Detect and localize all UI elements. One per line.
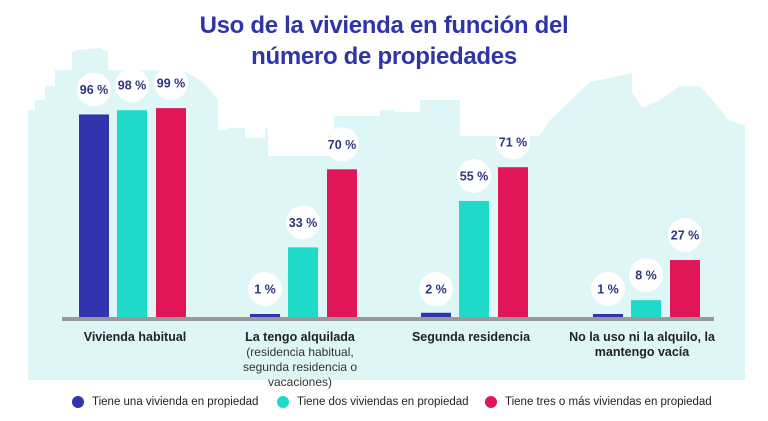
skyline-background: [28, 48, 745, 380]
value-label-bubble: [325, 127, 359, 162]
value-label: 70 %: [328, 138, 357, 152]
bar: [327, 169, 357, 317]
x-axis-baseline: [62, 317, 714, 321]
category-label-segunda-residencia: Segunda residencia: [381, 330, 561, 345]
value-label: 98 %: [118, 79, 147, 93]
value-label-bubble: [668, 218, 702, 253]
legend-item-dos-viviendas: Tiene dos viviendas en propiedad: [277, 396, 469, 408]
legend-label: Tiene una vivienda en propiedad: [92, 396, 259, 408]
skyline-cutout: [268, 120, 334, 156]
value-label: 1 %: [597, 283, 619, 297]
bar: [250, 314, 280, 317]
chart-title-line-2: número de propiedades: [251, 43, 517, 70]
category-label-main: Vivienda habitual: [83, 330, 187, 344]
value-label-bubble: [629, 258, 663, 293]
category-label-main: No la uso ni la alquilo, la mantengo vac…: [569, 330, 715, 359]
value-label: 33 %: [289, 216, 318, 230]
value-label-bubble: [286, 205, 320, 240]
chart-title-line-1: Uso de la vivienda en función del: [199, 12, 569, 39]
value-label: 96 %: [80, 83, 109, 97]
legend-item-tres-o-mas: Tiene tres o más viviendas en propiedad: [485, 396, 712, 408]
value-label: 27 %: [671, 229, 700, 243]
value-label-bubble: [154, 66, 188, 101]
legend-item-una-vivienda: Tiene una vivienda en propiedad: [72, 396, 258, 408]
bar: [156, 108, 186, 317]
bar: [288, 247, 318, 317]
category-label-sub: (residencia habitual, segunda residencia…: [242, 345, 358, 389]
legend-dot-icon: [72, 396, 84, 408]
legend-label: Tiene tres o más viviendas en propiedad: [505, 396, 712, 408]
bar: [459, 200, 489, 317]
legend-label: Tiene dos viviendas en propiedad: [297, 396, 469, 408]
value-label: 55 %: [460, 169, 489, 183]
value-label: 1 %: [254, 283, 276, 297]
chart-title: Uso de la vivienda en función del número…: [0, 10, 768, 72]
bar: [631, 300, 661, 317]
value-label: 2 %: [425, 283, 447, 297]
bar: [79, 114, 109, 317]
value-label: 8 %: [635, 269, 657, 283]
value-label: 71 %: [499, 136, 528, 150]
bar: [498, 167, 528, 317]
legend-dot-icon: [485, 396, 497, 408]
value-label-bubble: [115, 68, 149, 103]
bar: [593, 314, 623, 317]
value-label-bubble: [419, 272, 453, 306]
value-label-bubble: [457, 158, 491, 193]
category-label-vivienda-habitual: Vivienda habitual: [45, 330, 225, 345]
value-label-bubble: [591, 272, 625, 306]
legend: Tiene una vivienda en propiedad Tiene do…: [0, 396, 768, 414]
value-label-bubble: [77, 72, 111, 107]
bar: [117, 110, 147, 317]
bar: [670, 260, 700, 317]
category-label-alquilada: La tengo alquilada (residencia habitual,…: [210, 330, 390, 390]
category-label-main: La tengo alquilada: [245, 330, 355, 344]
bar: [421, 312, 451, 317]
value-label: 99 %: [157, 77, 186, 91]
value-label-bubble: [496, 125, 530, 160]
category-label-vacia: No la uso ni la alquilo, la mantengo vac…: [552, 330, 732, 360]
category-label-main: Segunda residencia: [411, 330, 531, 344]
value-label-bubble: [248, 272, 282, 306]
legend-dot-icon: [277, 396, 289, 408]
